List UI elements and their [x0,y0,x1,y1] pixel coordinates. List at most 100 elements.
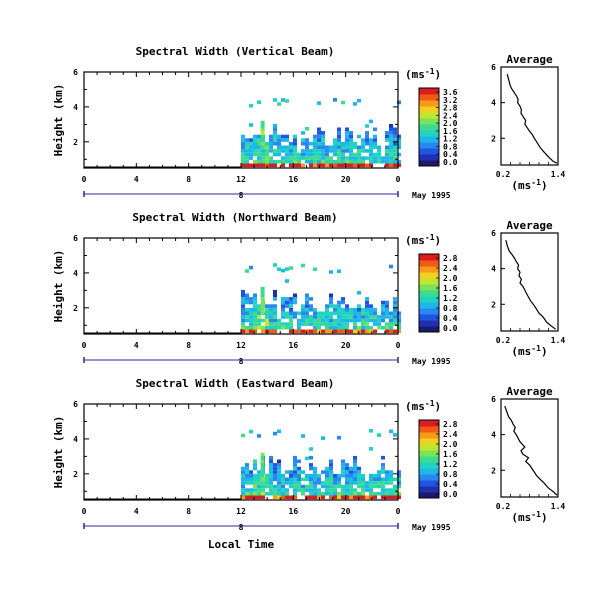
heatmap-cell [385,329,389,334]
heatmap-cell [357,159,361,164]
heatmap-cell [245,159,249,164]
heatmap-cell [369,481,373,485]
units-base: (ms [405,234,425,247]
heatmap-cell [293,159,297,164]
heatmap-cell [345,134,349,139]
heatmap-cell [317,311,321,316]
heatmap-cell [289,149,293,153]
heatmap-cell [257,322,261,326]
heatmap-cell [333,484,337,489]
units-base: (ms [405,68,425,81]
heatmap-cell [377,322,381,326]
day-label: 8 [239,357,244,366]
heatmap-cell [309,322,313,326]
heatmap-cell [397,481,401,485]
heatmap-cell [373,322,377,326]
heatmap-cell [385,138,389,142]
heatmap-cell [289,141,293,146]
heatmap-cell [397,311,401,316]
heatmap-cell [281,268,285,273]
heatmap-cell [241,491,245,496]
heatmap-cell [393,149,397,153]
heatmap-cell [309,466,313,471]
heatmap-cell [385,488,389,492]
heatmap-cell [389,131,393,135]
units-exp: -1 [425,399,435,408]
colorbar-tick-label: 3.2 [443,96,458,105]
heatmap-cell [325,325,329,330]
heatmap-cell [369,429,373,433]
heatmap-cell [385,145,389,150]
avg-x-tick-label: 0.2 [496,502,511,511]
heatmap-cell [293,163,297,168]
heatmap-cell [341,484,345,489]
heatmap-cell [257,134,261,139]
avg-x-tick-label: 0.2 [496,336,511,345]
heatmap-cell [353,495,357,500]
heatmap-cell [301,484,305,489]
x-axis-label: Local Time [208,538,275,551]
heatmap-cell [321,329,325,334]
heatmap-cell [361,141,365,146]
heatmap-cell [289,470,293,474]
colorbar-segment [419,94,439,101]
heatmap-cell [269,149,273,153]
heatmap-cell [265,152,269,157]
heatmap-cell [373,481,377,485]
heatmap-cell [333,159,337,164]
heatmap-cell [389,134,393,139]
heatmap-cell [393,131,397,135]
heatmap-cell [337,481,341,485]
heatmap-cell [293,149,297,153]
heatmap-cell [241,315,245,319]
heatmap-cell [245,463,249,467]
heatmap-cell [385,325,389,330]
heatmap-cell [341,149,345,153]
heatmap-cell [365,307,369,312]
heatmap-cell [305,495,309,500]
heatmap-cell [293,470,297,474]
heatmap-cell [277,325,281,330]
heatmap-cell [273,463,277,467]
heatmap-cell [397,315,401,319]
heatmap-cell [353,473,357,478]
heatmap-cell [305,477,309,482]
heatmap-cell [381,477,385,482]
heatmap-cell [397,134,401,139]
heatmap-cell [389,138,393,142]
heatmap-cell [397,318,401,323]
heatmap-cell [253,484,257,489]
heatmap-cell [241,134,245,139]
heatmap-cell [309,159,313,164]
colorbar-tick-label: 2.8 [443,104,458,113]
heatmap-cell [341,307,345,312]
heatmap-cell [357,470,361,474]
heatmap-cell [249,300,253,305]
units-exp: -1 [531,344,541,353]
avg-y-tick-label: 6 [491,395,496,404]
heatmap-cell [260,127,265,132]
heatmap-cell [273,329,277,334]
heatmap-cell [345,315,349,319]
heatmap-cell [393,318,397,323]
colorbar-segment [419,260,439,267]
heatmap-cell [393,484,397,489]
heatmap-cell [369,491,373,496]
heatmap-cell [369,477,373,482]
y-tick-label: 4 [73,435,78,444]
heatmap-cell [321,315,325,319]
heatmap-cell [377,433,381,437]
heatmap-cell [241,495,245,500]
heatmap-cell [325,145,329,150]
heatmap-cell [260,466,265,471]
heatmap-cell [329,293,333,298]
colorbar-tick-label: 0.8 [443,142,458,151]
heatmap-cell [293,459,297,464]
heatmap-cell [265,318,269,323]
panel-eastward: Spectral Width (Eastward Beam)0 4 8 12 16 20 0… [52,377,565,532]
heatmap-cell [273,311,277,316]
heatmap-cell [293,466,297,471]
heatmap-cell [249,123,253,127]
heatmap-cell [333,495,337,500]
heatmap-cell [365,124,369,128]
